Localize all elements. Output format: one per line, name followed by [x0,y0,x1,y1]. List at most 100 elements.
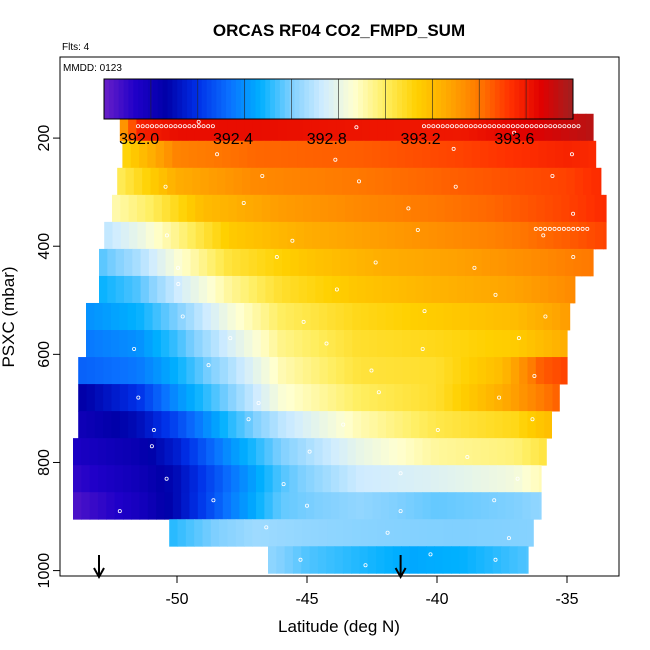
heatmap-cell [439,438,448,466]
colorbar-cell [235,79,242,119]
track-point [547,226,552,231]
heatmap-cell [137,221,147,250]
heatmap-cell [252,384,262,412]
heatmap-cell [564,248,574,277]
heatmap-cell [402,330,412,358]
heatmap-cell [402,384,412,412]
heatmap-cell [266,167,276,196]
heatmap-cell [489,438,498,466]
heatmap-cell [385,519,395,547]
heatmap-cell [428,221,438,250]
colorbar-cell [104,79,110,119]
heatmap-cell [169,330,179,358]
track-point [487,124,492,129]
track-point [510,124,515,129]
colorbar-cell [152,79,159,119]
y-axis: 200 400 600 800 1000 [36,125,60,588]
heatmap-cell [526,519,534,547]
colorbar-cell [372,79,379,119]
heatmap-cell [569,194,579,223]
heatmap-cell [247,465,257,493]
heatmap-cell [147,465,157,493]
track-point [464,124,469,129]
heatmap-cell [294,113,304,142]
heatmap-cell [394,384,404,412]
heatmap-cell [422,492,432,520]
track-point [571,226,576,231]
heatmap-cell [539,275,549,304]
heatmap-cell [485,519,495,547]
arrow-head [394,567,407,580]
track-point [196,119,201,124]
heatmap-cell [227,302,237,331]
heatmap-cell [343,302,353,331]
colorbar-cell [514,79,520,119]
heatmap-cell [303,221,313,250]
heatmap-cell [405,492,415,520]
heatmap-cell [202,302,212,331]
heatmap-cell [302,302,312,331]
heatmap-cell [182,275,192,304]
heatmap-cell [215,275,225,304]
heatmap-cell [480,438,490,466]
heatmap-cell [510,411,520,439]
heatmap-cell [393,519,403,547]
heatmap-cell [348,275,358,304]
colorbar-cell [353,79,359,119]
track-point [541,233,546,238]
track-point [435,428,440,433]
heatmap-cell [430,140,440,169]
heatmap-cell [148,275,158,304]
heatmap-cell [261,357,271,385]
colorbar-cell [138,79,144,119]
heatmap-cell [394,411,404,439]
heatmap-cell [206,438,216,466]
heatmap-cell [186,357,196,385]
heatmap-cell [147,438,157,466]
heatmap-cell [114,438,124,466]
colorbar-cell [113,79,120,119]
track-point [140,124,145,129]
heatmap-cell [310,519,320,547]
heatmap-cell [326,546,336,574]
heatmap-cell [144,330,154,358]
heatmap-cell [239,465,249,493]
heatmap-cell [510,113,520,142]
track-point [241,200,246,205]
track-point [552,226,557,231]
heatmap-cell [294,519,303,547]
colorbar-cell [397,79,403,119]
heatmap-cell [497,465,507,493]
heatmap-cell [119,357,129,385]
heatmap-cell [161,357,171,385]
heatmap-cell [493,519,503,547]
heatmap-cell [443,302,453,331]
heatmap-cell [361,194,371,223]
heatmap-cell [405,438,415,466]
heatmap-cell [277,302,287,331]
heatmap-cell [365,275,375,304]
heatmap-cell [131,465,141,493]
heatmap-cell [394,357,404,385]
heatmap-cell [435,302,445,331]
heatmap-cell [78,384,88,412]
heatmap-cell [389,465,399,493]
track-point [512,130,517,135]
heatmap-cell [253,221,263,250]
heatmap-cell [380,140,390,169]
track-point [173,124,178,129]
heatmap-cell [513,140,523,169]
heatmap-cell [292,546,302,574]
heatmap-cell [219,519,229,547]
heatmap-cell [86,384,96,412]
track-point [298,557,303,562]
heatmap-cell [262,221,272,250]
heatmap-cell [552,194,562,223]
heatmap-cell [261,113,271,142]
heatmap-cell [490,275,499,304]
curtain-layers [73,113,607,574]
heatmap-cell [397,465,407,493]
heatmap-cell [538,140,548,169]
heatmap-cell [452,519,461,547]
colorbar-cell [250,79,256,119]
